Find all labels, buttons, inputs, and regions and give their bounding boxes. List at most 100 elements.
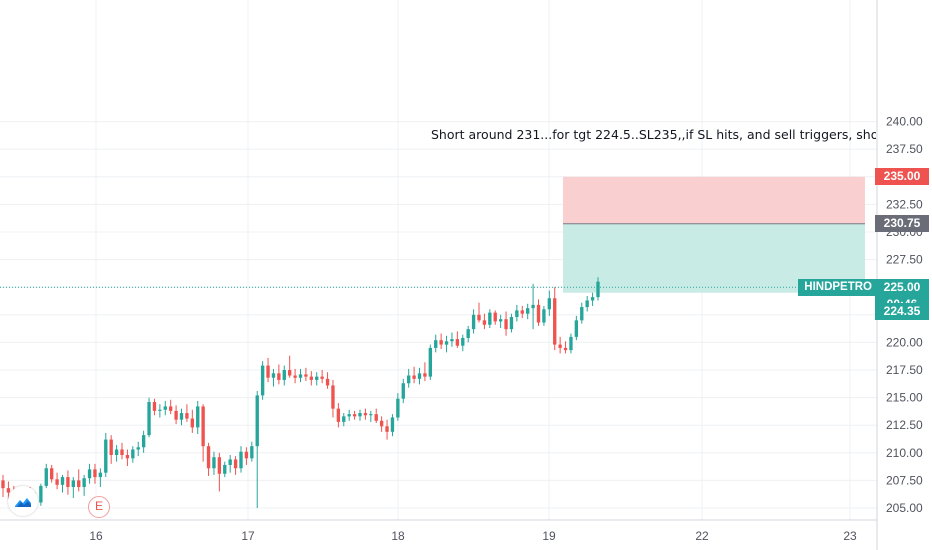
candle-body bbox=[66, 477, 70, 488]
candle-body bbox=[379, 420, 384, 427]
candle-body bbox=[44, 468, 48, 486]
candle-body bbox=[190, 418, 194, 428]
candle-body bbox=[315, 376, 319, 380]
candle-body bbox=[223, 464, 227, 474]
candle-body bbox=[98, 472, 103, 478]
candle-body bbox=[212, 457, 216, 469]
candle-body bbox=[147, 402, 151, 436]
secondary-price-tag: 224.35 bbox=[875, 302, 929, 320]
y-tick-label: 217.50 bbox=[886, 363, 923, 377]
candle-body bbox=[206, 446, 211, 469]
candle-body bbox=[288, 370, 292, 376]
candle-body bbox=[60, 477, 65, 485]
candle-body bbox=[347, 414, 351, 417]
candle-body bbox=[498, 319, 503, 322]
stop-loss-zone bbox=[563, 176, 865, 224]
candle-body bbox=[450, 339, 454, 342]
candle-body bbox=[396, 398, 400, 418]
x-tick-label: 23 bbox=[843, 529, 857, 543]
candle-body bbox=[233, 459, 238, 469]
candle-body bbox=[179, 413, 184, 420]
candle-body bbox=[331, 385, 335, 409]
candle-body bbox=[585, 300, 589, 308]
candle-body bbox=[515, 310, 519, 318]
candle-body bbox=[342, 416, 346, 422]
candle-body bbox=[374, 414, 378, 421]
candle-body bbox=[304, 374, 308, 377]
candle-body bbox=[93, 469, 97, 478]
candle-body bbox=[493, 312, 497, 322]
tradingview-cloud-icon[interactable] bbox=[8, 486, 38, 516]
candle-body bbox=[50, 468, 54, 480]
candle-body bbox=[336, 408, 341, 422]
candle-body bbox=[352, 414, 357, 417]
candle-body bbox=[71, 480, 75, 488]
earnings-event-icon[interactable]: E bbox=[88, 496, 110, 518]
candle-body bbox=[114, 449, 119, 456]
candle-body bbox=[407, 375, 411, 384]
candle-body bbox=[250, 446, 254, 459]
candle-body bbox=[277, 373, 281, 380]
candle-body bbox=[439, 340, 443, 345]
y-tick-label: 205.00 bbox=[886, 501, 923, 515]
candle-body bbox=[526, 308, 530, 314]
trade-annotation-text[interactable]: Short around 231...for tgt 224.5..SL235,… bbox=[431, 127, 876, 142]
y-tick-label: 240.00 bbox=[886, 115, 923, 129]
candle-body bbox=[358, 413, 362, 417]
candle-body bbox=[596, 281, 600, 298]
current-price-tag: 225.00 bbox=[875, 278, 929, 296]
candle-body bbox=[569, 336, 573, 351]
candle-body bbox=[196, 406, 200, 428]
candle-body bbox=[239, 451, 243, 469]
candle-body bbox=[282, 370, 286, 380]
candle-body bbox=[434, 340, 438, 348]
candle-body bbox=[574, 320, 579, 337]
candle-body bbox=[174, 410, 178, 420]
candle-body bbox=[201, 406, 205, 447]
candle-body bbox=[325, 378, 330, 386]
candle-body bbox=[482, 320, 487, 325]
candle-body bbox=[255, 395, 259, 447]
y-tick-label: 232.50 bbox=[886, 197, 923, 211]
candle-body bbox=[136, 447, 140, 450]
candle-body bbox=[536, 304, 541, 323]
candle-body bbox=[466, 329, 470, 338]
candle-body bbox=[185, 413, 189, 419]
candle-body bbox=[471, 314, 476, 330]
candle-body bbox=[298, 374, 303, 378]
y-tick-label: 210.00 bbox=[886, 446, 923, 460]
candle-body bbox=[542, 309, 546, 323]
candle-body bbox=[423, 373, 427, 377]
candle-body bbox=[125, 455, 130, 459]
candle-body bbox=[558, 344, 562, 348]
candle-body bbox=[131, 449, 135, 459]
candle-body bbox=[504, 319, 508, 330]
stop-loss-price-tag: 235.00 bbox=[875, 168, 929, 186]
candle-body bbox=[477, 314, 481, 321]
y-tick-label: 207.50 bbox=[886, 473, 923, 487]
candle-body bbox=[163, 406, 167, 410]
candle-body bbox=[547, 298, 551, 310]
candle-body bbox=[293, 375, 297, 378]
candle-body bbox=[158, 409, 162, 411]
candle-body bbox=[1, 480, 5, 489]
candle-body bbox=[455, 339, 460, 346]
candle-body bbox=[120, 449, 124, 456]
candle-body bbox=[6, 488, 11, 493]
candle-body bbox=[553, 298, 557, 345]
candle-body bbox=[77, 480, 81, 488]
candle-body bbox=[141, 435, 146, 448]
y-tick-label: 220.00 bbox=[886, 335, 923, 349]
candle-body bbox=[390, 417, 395, 432]
candle-body bbox=[39, 485, 43, 503]
x-tick-label: 22 bbox=[695, 529, 709, 543]
candle-body bbox=[580, 307, 584, 321]
candle-body bbox=[244, 451, 249, 459]
candle-body bbox=[260, 365, 265, 396]
entry-price-tag: 230.75 bbox=[875, 215, 929, 233]
candle-body bbox=[412, 375, 416, 379]
candle-body bbox=[363, 413, 368, 416]
candle-body bbox=[385, 426, 389, 432]
